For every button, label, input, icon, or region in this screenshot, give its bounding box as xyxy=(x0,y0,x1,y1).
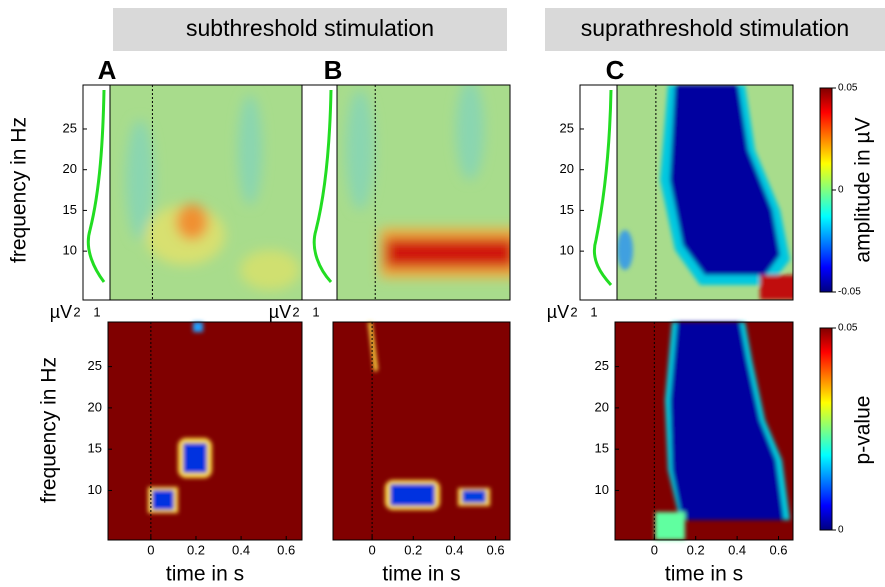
spectrum-tick-label: 2 xyxy=(292,304,299,319)
header-box xyxy=(113,8,507,51)
spectrum-tick-label: 2 xyxy=(73,304,80,319)
colorbar-label: amplitude in µV xyxy=(852,117,875,262)
header: subthreshold stimulation xyxy=(186,15,434,41)
colorbar-tick-label: 0.05 xyxy=(838,323,858,334)
colorbar-tick-label: 0 xyxy=(838,525,844,536)
spectrum-unit: µV xyxy=(269,302,291,322)
colorbar xyxy=(819,87,833,293)
x-axis-label: time in s xyxy=(382,563,460,586)
y-tick-label: 25 xyxy=(595,358,609,373)
y-tick-label: 15 xyxy=(88,441,102,456)
x-tick-label: 0.4 xyxy=(445,542,463,557)
spectrum-curve xyxy=(86,89,613,287)
spectrum-tick-label: 1 xyxy=(590,304,597,319)
x-tick-label: 0 xyxy=(368,542,375,557)
header-box xyxy=(545,8,885,51)
colorbar-tick-label: 0.05 xyxy=(838,83,858,94)
spectrum-tick-label: 2 xyxy=(570,304,577,319)
y-tick-label: 15 xyxy=(595,441,609,456)
x-tick-label: 0.4 xyxy=(232,542,250,557)
panel-label: C xyxy=(606,55,625,85)
spectrum-tick-label: 1 xyxy=(93,304,100,319)
x-tick-label: 0.6 xyxy=(277,542,295,557)
y-tick-label: 10 xyxy=(595,482,609,497)
colorbar xyxy=(819,327,833,531)
heatmap xyxy=(333,322,510,540)
x-axis-label: time in s xyxy=(166,563,244,586)
y-tick-label: 25 xyxy=(88,358,102,373)
y-tick-label: 20 xyxy=(560,161,574,176)
y-tick-label: 15 xyxy=(560,202,574,217)
header: suprathreshold stimulation xyxy=(581,15,849,41)
x-tick-label: 0.6 xyxy=(769,542,787,557)
panel-label: B xyxy=(324,55,343,85)
y-tick-label: 10 xyxy=(63,243,77,258)
heatmap xyxy=(108,322,302,540)
x-tick-label: 0.4 xyxy=(728,542,746,557)
spectrum-unit: µV xyxy=(547,302,569,322)
spectrum-tick-label: 1 xyxy=(312,304,319,319)
x-tick-label: 0.2 xyxy=(404,542,422,557)
heatmap xyxy=(615,322,793,540)
x-tick-label: 0 xyxy=(651,542,658,557)
colorbar-tick-label: -0.05 xyxy=(838,287,861,298)
heatmap xyxy=(617,85,793,300)
y-tick-label: 10 xyxy=(88,482,102,497)
heatmap xyxy=(110,85,302,300)
x-axis-label: time in s xyxy=(665,563,743,586)
x-tick-label: 0.6 xyxy=(487,542,505,557)
y-axis-label: frequency in Hz xyxy=(38,357,61,503)
colorbar-tick-label: 0 xyxy=(838,185,844,196)
y-tick-label: 15 xyxy=(63,202,77,217)
y-tick-label: 20 xyxy=(595,399,609,414)
x-tick-label: 0.2 xyxy=(187,542,205,557)
frames xyxy=(82,84,794,541)
x-tick-label: 0 xyxy=(147,542,154,557)
y-axis-label: frequency in Hz xyxy=(8,117,31,263)
y-tick-label: 20 xyxy=(88,399,102,414)
panel-label: A xyxy=(98,55,117,85)
y-tick-label: 20 xyxy=(63,161,77,176)
y-tick-label: 25 xyxy=(560,120,574,135)
heatmap xyxy=(337,85,510,300)
x-tick-label: 0.2 xyxy=(687,542,705,557)
y-tick-label: 10 xyxy=(560,243,574,258)
y-tick-label: 25 xyxy=(63,120,77,135)
spectrum-unit: µV xyxy=(50,302,72,322)
colorbar-label: p-value xyxy=(852,396,875,465)
